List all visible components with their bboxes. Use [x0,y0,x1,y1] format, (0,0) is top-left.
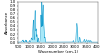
X-axis label: Wavenumber (cm-1): Wavenumber (cm-1) [38,50,78,54]
Y-axis label: Absorbance: Absorbance [5,11,9,34]
